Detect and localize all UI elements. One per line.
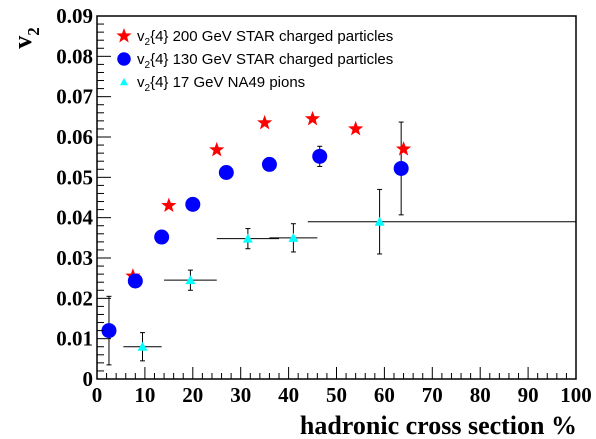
x-tick-label: 90 xyxy=(518,383,539,407)
y-tick-label: 0.01 xyxy=(56,327,93,351)
legend-entry-0-rest: {4} 200 GeV STAR charged particles xyxy=(150,28,393,45)
legend-entry-1-symbol: v xyxy=(137,51,145,68)
legend-markers xyxy=(116,28,132,86)
data-markers xyxy=(101,110,412,351)
legend-circle-marker xyxy=(117,52,131,66)
legend-entry-0-subscript: 2 xyxy=(145,37,151,48)
x-tick-label: 50 xyxy=(326,383,347,407)
y-tick-label: 0 xyxy=(83,367,94,391)
legend-entry-1-rest: {4} 130 GeV STAR charged particles xyxy=(150,51,393,68)
circle-data-point xyxy=(393,160,409,176)
legend-entry-0: v2{4} 200 GeV STAR charged particles xyxy=(137,28,393,48)
circle-data-point xyxy=(261,156,277,172)
star-data-point xyxy=(395,141,412,156)
x-tick-label: 100 xyxy=(560,383,592,407)
x-tick-label: 30 xyxy=(230,383,251,407)
legend-entry-2-subscript: 2 xyxy=(145,83,151,94)
y-axis-title-subscript: 2 xyxy=(24,27,43,36)
y-tick-label: 0.06 xyxy=(56,125,93,149)
circle-data-point xyxy=(127,273,143,289)
x-tick-label: 10 xyxy=(134,383,155,407)
x-tick-label: 80 xyxy=(470,383,491,407)
x-axis-title: hadronic cross section % xyxy=(300,411,577,439)
circle-data-point xyxy=(218,164,234,180)
star-data-point xyxy=(257,114,273,130)
svg-text:v2: v2 xyxy=(8,27,43,49)
legend-entry-2-rest: {4} 17 GeV NA49 pions xyxy=(150,74,305,91)
legend-entry-2: v2{4} 17 GeV NA49 pions xyxy=(137,74,305,94)
legend-entry-2-symbol: v xyxy=(137,74,145,91)
axis-ticks xyxy=(96,15,577,380)
star-data-point xyxy=(348,120,364,136)
triangle-data-point xyxy=(137,341,148,351)
y-tick-label: 0.09 xyxy=(56,4,93,28)
x-tick-label: 40 xyxy=(278,383,299,407)
star-data-point xyxy=(209,141,225,157)
triangle-data-point xyxy=(185,275,196,285)
circle-data-point xyxy=(312,148,328,164)
legend-entry-1-subscript: 2 xyxy=(145,60,151,71)
legend-entry-0-symbol: v xyxy=(137,28,145,45)
circle-data-point xyxy=(185,196,201,212)
y-tick-label: 0.03 xyxy=(56,246,93,270)
y-axis-title: v2 xyxy=(8,27,43,49)
y-axis-title-main: v xyxy=(8,36,37,49)
x-tick-label: 70 xyxy=(422,383,443,407)
x-tick-label: 0 xyxy=(92,383,103,407)
legend-star-marker xyxy=(116,28,132,43)
circle-data-point xyxy=(101,323,117,339)
star-data-point xyxy=(304,110,321,126)
y-tick-label: 0.07 xyxy=(56,85,93,109)
triangle-data-point xyxy=(288,232,299,242)
triangle-data-point xyxy=(242,233,253,243)
x-tick-labels: 0 10 20 30 40 50 60 70 80 90 100 xyxy=(92,383,592,407)
y-tick-labels: 0 0.01 0.02 0.03 0.04 0.05 0.06 0.07 0.08 0.09 xyxy=(56,4,93,391)
circle-data-point xyxy=(154,229,170,245)
legend-triangle-marker xyxy=(120,78,128,86)
legend: v2{4} 200 GeV STAR charged particles v2{… xyxy=(116,28,393,94)
x-tick-label: 20 xyxy=(182,383,203,407)
legend-entry-1: v2{4} 130 GeV STAR charged particles xyxy=(137,51,393,71)
y-tick-label: 0.04 xyxy=(56,206,93,230)
y-tick-label: 0.02 xyxy=(56,286,93,310)
x-tick-label: 60 xyxy=(374,383,395,407)
triangle-data-point xyxy=(374,216,385,226)
star-data-point xyxy=(161,197,177,213)
y-tick-label: 0.08 xyxy=(56,44,93,68)
y-tick-label: 0.05 xyxy=(56,165,93,189)
